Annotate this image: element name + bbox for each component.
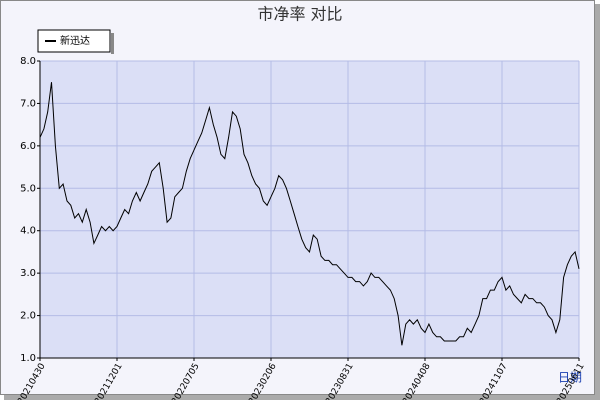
y-tick-label: 2.0 — [20, 311, 36, 322]
y-tick-label: 4.0 — [20, 226, 36, 237]
shadow — [4, 395, 600, 400]
y-tick-label: 1.0 — [20, 353, 36, 364]
legend-shadow — [111, 33, 114, 54]
y-tick-label: 5.0 — [20, 183, 36, 194]
chart-title: 市净率 对比 — [257, 5, 342, 24]
line-series — [39, 82, 580, 346]
x-axis-label: 日期 — [558, 371, 582, 385]
legend-label: 新迅达 — [60, 34, 90, 47]
y-tick-label: 3.0 — [20, 268, 36, 279]
legend-box — [37, 29, 111, 53]
plot-area — [40, 61, 579, 358]
y-tick-label: 6.0 — [20, 141, 36, 152]
y-tick-label: 7.0 — [20, 98, 36, 109]
y-tick-label: 8.0 — [20, 56, 36, 67]
shadow — [595, 4, 600, 400]
